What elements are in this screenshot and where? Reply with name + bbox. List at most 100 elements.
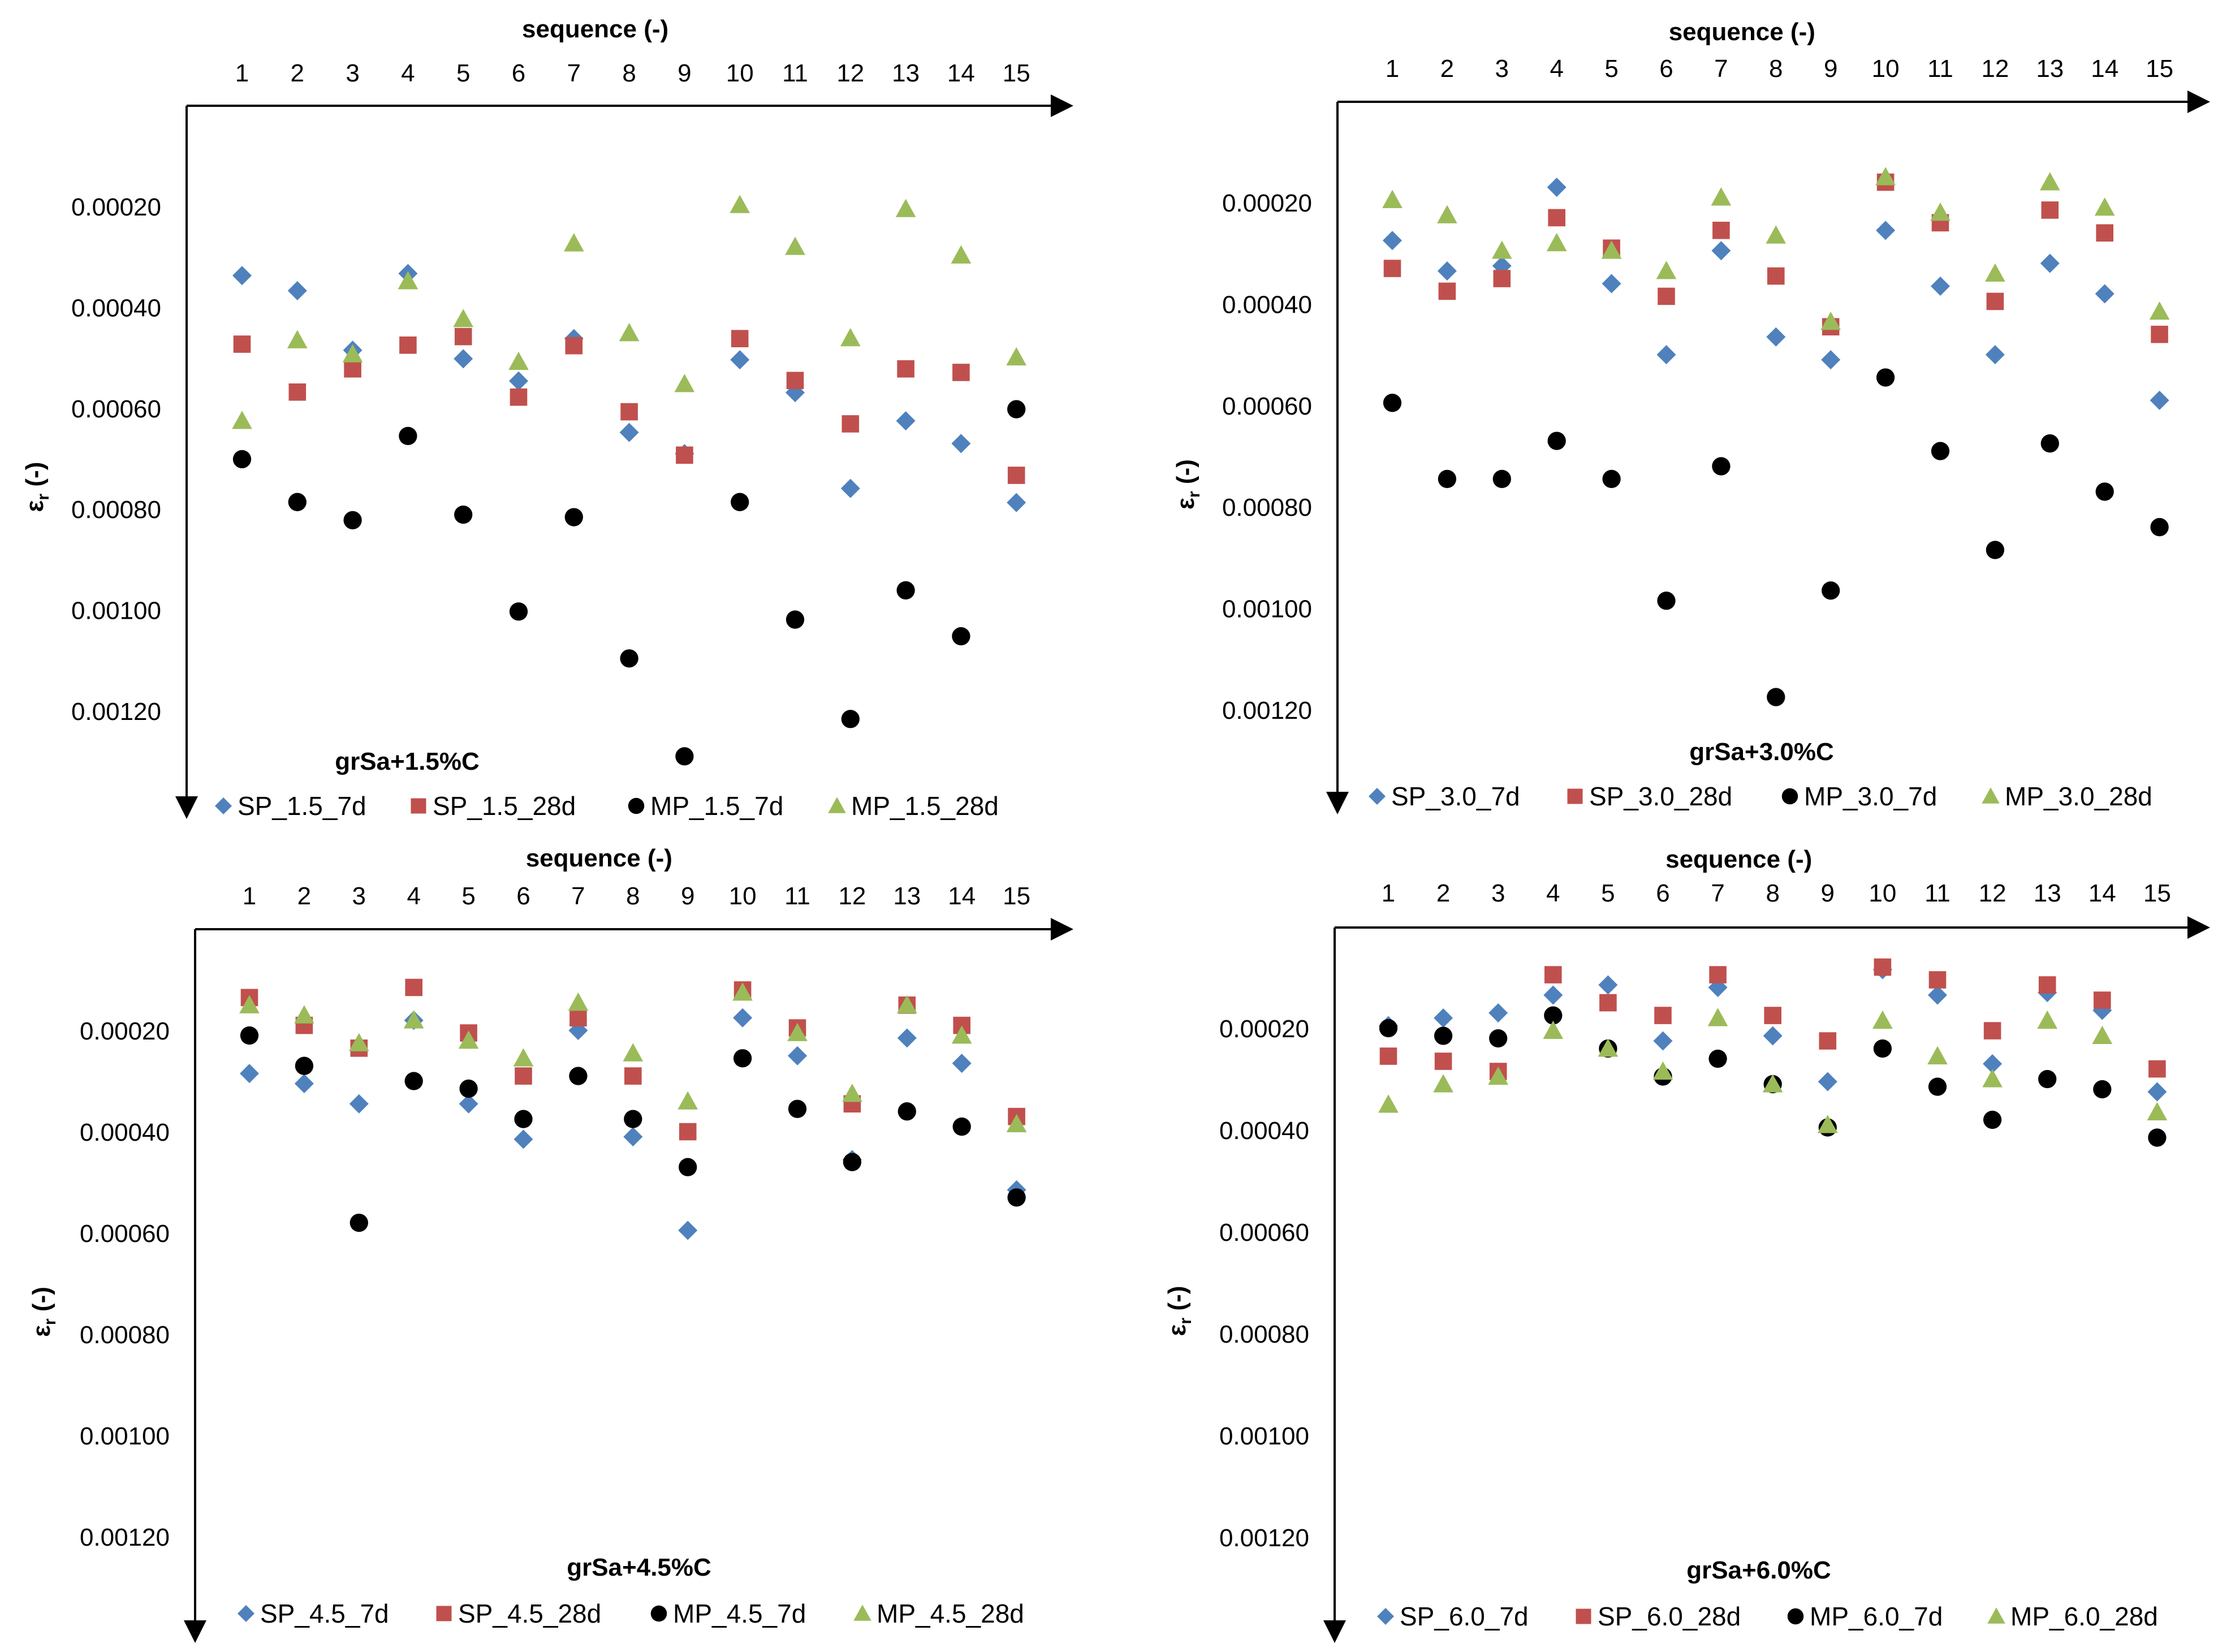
data-point [1712, 457, 1731, 476]
legend-entry: SP_6.0_7d [1400, 1602, 1529, 1631]
y-axis-label: εr (-) [21, 462, 53, 512]
data-point [951, 1025, 972, 1044]
data-point [676, 446, 693, 464]
data-point [240, 1064, 259, 1084]
data-point [2037, 1010, 2058, 1029]
x-tick-label: 2 [297, 882, 311, 910]
data-point [2149, 301, 2170, 320]
data-point [232, 266, 252, 286]
data-point [842, 1084, 862, 1102]
data-point [349, 1094, 369, 1114]
data-point [785, 236, 805, 255]
y-tick-label: 0.00120 [80, 1524, 170, 1551]
y-tick-label: 0.00120 [71, 698, 161, 726]
x-tick-label: 7 [1714, 55, 1728, 83]
data-point [623, 1127, 643, 1146]
y-tick-label: 0.00060 [1219, 1219, 1309, 1246]
data-point [1762, 1074, 1783, 1093]
data-point [287, 281, 307, 300]
legend-entry: SP_4.5_7d [260, 1599, 389, 1628]
data-point [509, 602, 528, 621]
x-tick-label: 5 [1604, 55, 1618, 83]
data-point [1822, 581, 1840, 600]
x-tick-label: 14 [948, 882, 976, 910]
legend: SP_1.5_7d SP_1.5_28d MP_1.5_7d MP_1.5_28d [215, 791, 999, 821]
y-tick-label: 0.00100 [1222, 596, 1312, 623]
data-point [564, 508, 583, 527]
legend-entry: MP_3.0_28d [2005, 782, 2152, 811]
data-point [730, 350, 750, 370]
data-point [1982, 1069, 2003, 1088]
y-axis-label: εr (-) [28, 1287, 59, 1337]
data-point [1927, 1046, 1948, 1064]
data-point [1654, 1007, 1672, 1024]
data-point [952, 1054, 972, 1073]
data-point [568, 992, 589, 1011]
data-point [2147, 1082, 2167, 1102]
data-point [349, 1213, 368, 1232]
data-point [399, 337, 417, 354]
data-point [2094, 197, 2115, 216]
series-MP_6.0_28d [1378, 1008, 2168, 1133]
data-point [1766, 327, 1786, 347]
data-point [1983, 1022, 2001, 1039]
data-point [1007, 1188, 1026, 1207]
data-point [1817, 1115, 1838, 1133]
data-point [343, 511, 362, 529]
data-point [454, 349, 473, 369]
data-point [453, 309, 474, 327]
data-point [679, 1123, 697, 1141]
data-point [459, 1094, 478, 1114]
data-point [624, 1067, 642, 1085]
legend-marker-triangle [1982, 787, 2000, 804]
data-point [294, 1005, 314, 1024]
x-tick-label: 4 [1546, 879, 1560, 907]
data-point [1006, 1114, 1027, 1133]
y-tick-label: 0.00100 [80, 1422, 170, 1450]
legend-marker-square [1567, 788, 1583, 804]
data-point [1928, 971, 1947, 989]
x-tick-label: 12 [1981, 55, 2009, 83]
x-tick-label: 8 [1766, 879, 1779, 907]
legend-marker-square [1576, 1608, 1591, 1624]
data-point [1821, 350, 1841, 370]
data-point [2038, 1069, 2057, 1089]
data-point [1653, 1031, 1673, 1051]
x-tick-label: 5 [456, 59, 470, 87]
x-tick-label: 12 [1979, 879, 2006, 907]
data-point [2093, 1080, 2112, 1099]
x-tick-label: 7 [567, 59, 581, 87]
data-point [240, 1026, 259, 1045]
data-point [2148, 1128, 2167, 1147]
chart-panel-grsa-1-5: sequence (-)1 2 3 4 5 6 7 8 9 10 11 12 13 14 150.00020… [21, 15, 1073, 821]
chart-panel-grsa-4-5: sequence (-)1 2 3 4 5 6 7 8 9 10 11 12 13 14 150.00020… [28, 844, 1073, 1643]
x-tick-label: 11 [1924, 879, 1951, 907]
data-point [1602, 274, 1621, 294]
series-MP_1.5_7d [232, 400, 1026, 766]
data-point [294, 1073, 314, 1093]
data-point [1652, 1061, 1673, 1080]
legend-marker-triangle [853, 1604, 871, 1621]
x-tick-label: 1 [235, 59, 249, 87]
x-tick-label: 11 [782, 59, 808, 87]
data-point [1434, 1053, 1452, 1070]
legend-marker-diamond [215, 797, 232, 814]
y-tick-label: 0.00020 [1219, 1015, 1309, 1043]
data-point [674, 374, 695, 392]
data-point [454, 327, 472, 346]
data-point [1007, 400, 1026, 419]
data-point [731, 493, 749, 511]
data-point [233, 335, 251, 353]
data-point [1876, 368, 1895, 387]
x-tick-label: 1 [1386, 55, 1399, 83]
data-point [563, 233, 584, 252]
y-tick-label: 0.00060 [80, 1220, 170, 1248]
data-point [1985, 345, 2005, 365]
x-tick-label: 7 [1711, 879, 1724, 907]
data-point [513, 1048, 534, 1067]
y-tick-label: 0.00080 [1219, 1321, 1309, 1348]
data-point [731, 330, 749, 348]
legend: SP_4.5_7d SP_4.5_28d MP_4.5_7d MP_4.5_28d [238, 1599, 1024, 1628]
data-point [288, 493, 307, 511]
data-point [288, 383, 307, 401]
